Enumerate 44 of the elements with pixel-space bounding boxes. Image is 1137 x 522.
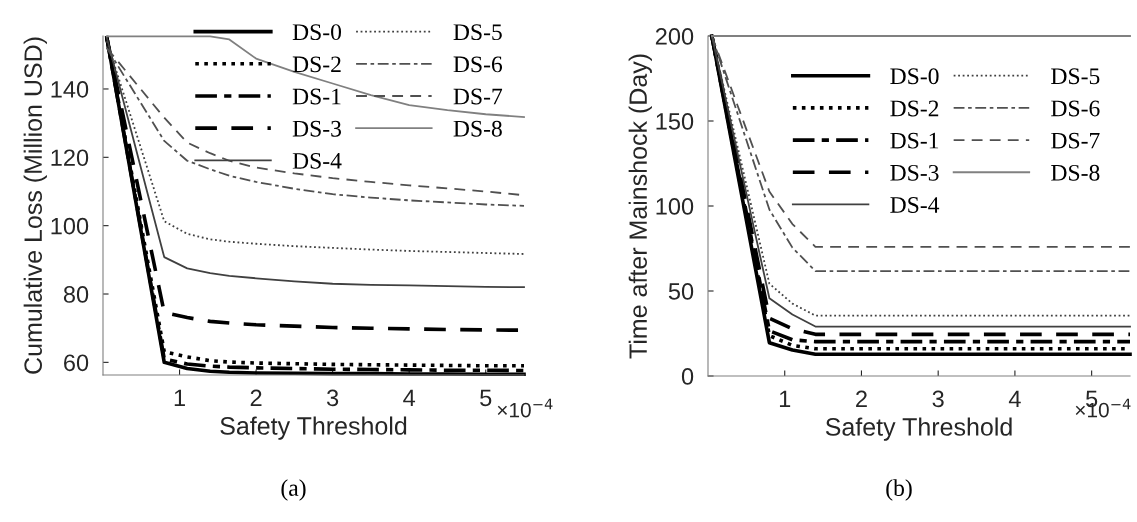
legend-label: DS-6 <box>1051 100 1100 117</box>
y-axis-title: Cumulative Loss (Million USD) <box>23 37 47 374</box>
legend-label: DS-4 <box>890 197 940 213</box>
y-axis-title: Time after Mainshock (Day) <box>628 54 652 359</box>
x-tick-label: 2 <box>856 390 867 407</box>
legend-label: DS-6 <box>453 56 503 73</box>
y-tick-label: 200 <box>655 28 694 45</box>
y-tick-label: 60 <box>64 354 89 372</box>
legend-label: DS-3 <box>292 120 342 137</box>
legend-label: DS-0 <box>890 68 939 85</box>
legend-label: DS-8 <box>453 120 502 137</box>
x-tick-label: 4 <box>403 389 416 406</box>
y-tick-label: 150 <box>656 113 694 130</box>
x-tick-label: 3 <box>326 389 339 407</box>
x-tick-label: 4 <box>1008 390 1021 407</box>
legend-label: DS-5 <box>1051 68 1100 85</box>
legend-label: DS-2 <box>292 56 341 73</box>
legend-label: DS-1 <box>890 132 939 149</box>
legend-label: DS-5 <box>453 24 502 41</box>
text: (b) <box>886 479 912 501</box>
x-tick-label: 1 <box>779 390 791 407</box>
text: ×10$^{−4}$ <box>497 398 553 418</box>
y-tick-label: 50 <box>668 283 694 300</box>
legend-label: DS-8 <box>1051 164 1100 181</box>
legend-label: DS-3 <box>890 164 939 181</box>
x-tick-label: 1 <box>174 389 185 406</box>
legend-label: DS-7 <box>453 88 503 105</box>
x-axis-title: Safety Threshold <box>220 416 407 440</box>
y-tick-label: 80 <box>63 286 89 303</box>
y-tick-label: 0 <box>681 368 694 385</box>
y-tick-label: 140 <box>51 81 89 98</box>
legend-label: DS-1 <box>292 88 341 105</box>
x-tick-label: 2 <box>250 389 262 406</box>
x-axis-title: Safety Threshold <box>825 417 1012 441</box>
y-tick-label: 100 <box>51 217 89 235</box>
x-tick-label: 5 <box>480 389 492 407</box>
y-tick-label: 100 <box>656 198 694 215</box>
legend-label: DS-2 <box>890 100 939 117</box>
legend-label: DS-7 <box>1051 132 1100 149</box>
legend-label: DS-0 <box>292 24 342 41</box>
x-tick-label: 3 <box>932 390 944 408</box>
y-tick-label: 120 <box>51 149 89 167</box>
legend-label: DS-4 <box>292 152 342 169</box>
text: (a) <box>281 479 306 501</box>
